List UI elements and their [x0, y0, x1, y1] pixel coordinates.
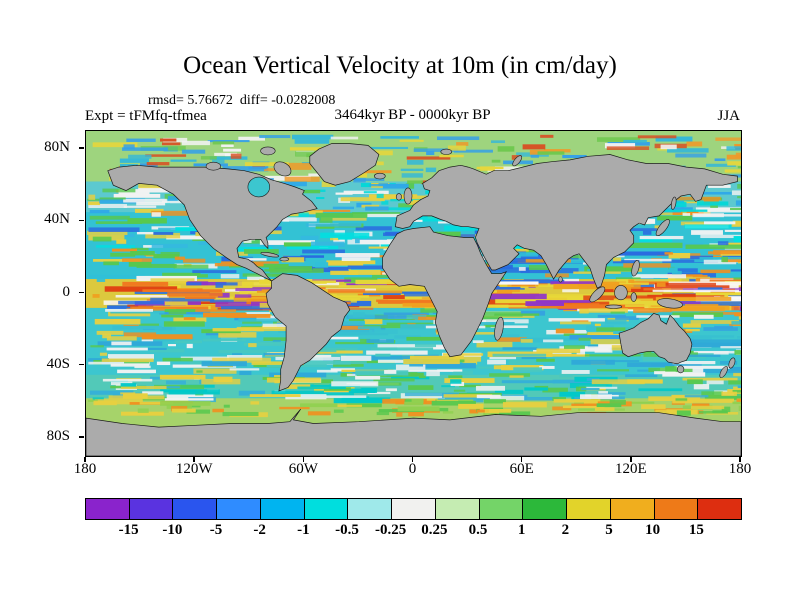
longitude-tick-label: 60E	[509, 461, 534, 477]
longitude-tick-mark	[193, 456, 195, 462]
colorbar-segment	[523, 499, 568, 519]
colorbar-segment	[698, 499, 742, 519]
colorbar-segment	[173, 499, 218, 519]
longitude-tick-mark	[302, 456, 305, 462]
colorbar-tick-label: 0.25	[421, 522, 448, 538]
longitude-tick-mark	[84, 456, 86, 462]
colorbar-tick-label: -15	[118, 522, 139, 538]
latitude-tick-mark	[78, 291, 84, 294]
landmasses	[86, 143, 741, 456]
colorbar-tick-label: -0.5	[335, 522, 359, 538]
colorbar-tick-label: -2	[253, 522, 266, 538]
longitude-tick-label: 180	[728, 461, 752, 477]
colorbar-segment	[479, 499, 524, 519]
colorbar-segment	[304, 499, 349, 519]
colorbar-tick-label: -10	[162, 522, 183, 538]
latitude-tick-label: 40N	[44, 211, 70, 228]
latitude-tick-mark	[78, 363, 84, 366]
longitude-tick-label: 180	[73, 461, 97, 477]
colorbar	[85, 498, 742, 520]
longitude-tick-label: 0	[408, 461, 417, 477]
colorbar-tick-label: -0.25	[375, 522, 407, 538]
colorbar-segment	[217, 499, 261, 519]
experiment-label: Expt = tFMfq-tfmea	[85, 108, 207, 124]
plot-title: Ocean Vertical Velocity at 10m (in cm/da…	[183, 52, 617, 79]
latitude-tick-mark	[78, 436, 84, 438]
longitude-tick-mark	[630, 456, 632, 462]
latitude-tick-label: 80S	[46, 427, 70, 444]
colorbar-segment	[567, 499, 611, 519]
colorbar-tick-label: 2	[561, 522, 570, 538]
colorbar-segment	[392, 499, 436, 519]
latitude-tick-mark	[78, 219, 84, 222]
latitude-tick-mark	[78, 147, 84, 149]
colorbar-segment	[260, 499, 305, 519]
colorbar-tick-label: -5	[209, 522, 223, 538]
longitude-tick-mark	[411, 456, 414, 462]
colorbar-tick-label: 1	[517, 522, 526, 538]
longitude-tick-mark	[520, 456, 523, 462]
colorbar-tick-label: 10	[645, 522, 661, 538]
map-canvas	[86, 131, 741, 456]
world-map	[85, 130, 742, 457]
season-label: JJA	[717, 108, 740, 124]
longitude-tick-label: 60W	[288, 461, 318, 477]
colorbar-tick-label: 5	[605, 522, 613, 538]
stats-line: rmsd= 5.76672 diff= -0.0282008	[148, 93, 336, 108]
latitude-tick-label: 0	[62, 283, 71, 300]
colorbar-tick-label: -1	[297, 522, 310, 538]
colorbar-segment	[129, 499, 174, 519]
colorbar-segment	[610, 499, 655, 519]
latitude-tick-label: 80N	[44, 139, 70, 156]
latitude-tick-label: 40S	[46, 355, 70, 372]
longitude-tick-mark	[739, 456, 741, 462]
colorbar-tick-label: 15	[688, 522, 704, 538]
colorbar-segment	[435, 499, 480, 519]
colorbar-tick-label: 0.5	[468, 522, 488, 538]
longitude-tick-label: 120W	[175, 461, 213, 477]
colorbar-segment	[348, 499, 393, 519]
colorbar-segment	[86, 499, 130, 519]
colorbar-segment	[654, 499, 699, 519]
longitude-tick-label: 120E	[614, 461, 647, 477]
period-label: 3464kyr BP - 0000kyr BP	[334, 107, 491, 123]
